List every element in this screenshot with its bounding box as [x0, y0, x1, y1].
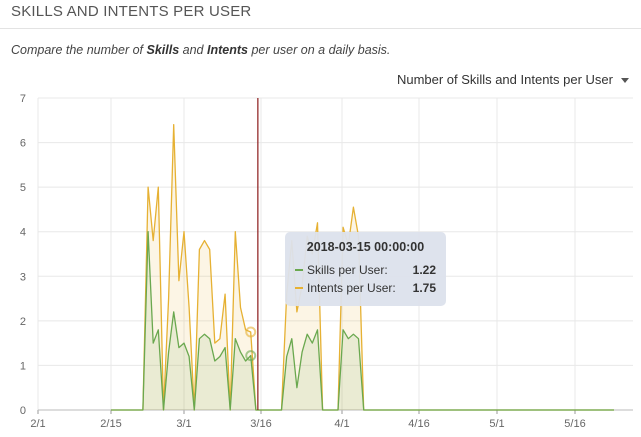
tooltip-row-skills: Skills per User: 1.22 [295, 262, 436, 278]
y-tick-label: 5 [20, 182, 26, 194]
y-tick-label: 3 [20, 271, 26, 283]
y-tick-label: 4 [20, 227, 26, 239]
x-tick-label: 2/1 [30, 418, 45, 430]
panel-header: SKILLS AND INTENTS PER USER [0, 0, 641, 29]
x-tick-label: 2/15 [100, 418, 121, 430]
tooltip-skills-swatch [295, 269, 303, 271]
intents-hover-point [245, 326, 257, 338]
y-tick-label: 2 [20, 316, 26, 328]
panel-subtitle: Compare the number of Skills and Intents… [11, 43, 390, 57]
metric-dropdown[interactable]: Number of Skills and Intents per User [397, 72, 629, 87]
tooltip-intents-label: Intents per User: [307, 281, 396, 295]
skills-per-user-line [111, 231, 614, 411]
y-tick-label: 0 [20, 405, 26, 417]
subtitle-suffix: per user on a daily basis. [247, 43, 391, 57]
tooltip-skills-label: Skills per User: [307, 263, 388, 277]
x-tick-label: 5/1 [489, 418, 504, 430]
y-tick-label: 7 [20, 93, 26, 105]
skills-per-user-area [111, 231, 369, 410]
tooltip-date: 2018-03-15 00:00:00 [306, 240, 425, 254]
subtitle-prefix: Compare the number of [11, 43, 147, 57]
tooltip-intents-value: 1.75 [412, 281, 436, 295]
x-tick-label: 3/1 [176, 418, 191, 430]
subtitle-and: and [179, 43, 207, 57]
x-tick-label: 4/1 [334, 418, 349, 430]
panel-title: SKILLS AND INTENTS PER USER [11, 3, 252, 20]
y-tick-label: 6 [20, 138, 26, 150]
skills-hover-point [245, 350, 257, 362]
x-tick-label: 3/16 [250, 418, 271, 430]
tooltip-row-intents: Intents per User: 1.75 [295, 280, 436, 296]
tooltip-intents-swatch [295, 287, 303, 289]
tooltip-skills-value: 1.22 [412, 263, 436, 277]
x-tick-label: 5/16 [564, 418, 585, 430]
y-tick-label: 1 [20, 360, 26, 372]
subtitle-intents: Intents [206, 43, 248, 57]
subtitle-skills: Skills [146, 43, 180, 57]
metric-dropdown-label: Number of Skills and Intents per User [396, 72, 613, 87]
x-tick-label: 4/16 [408, 418, 429, 430]
chevron-down-icon[interactable] [621, 77, 629, 83]
chart-tooltip: 2018-03-15 00:00:00 Skills per User: 1.2… [285, 232, 446, 306]
